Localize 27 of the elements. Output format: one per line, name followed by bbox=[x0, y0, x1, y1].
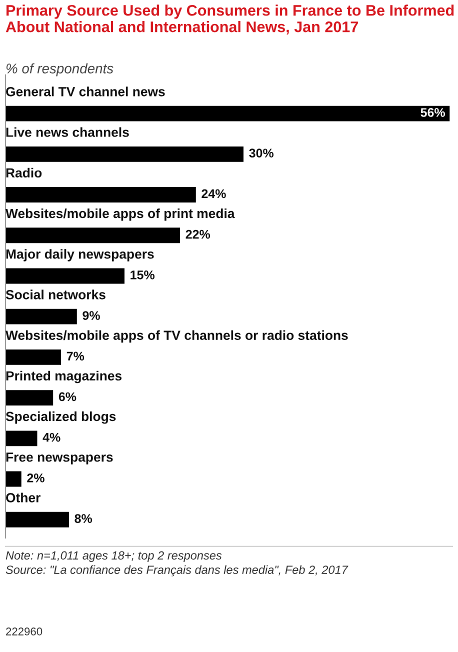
y-tick-label: Specialized blogs bbox=[6, 411, 116, 424]
data-label: 9% bbox=[82, 311, 100, 320]
y-tick-label: Websites/mobile apps of print media bbox=[6, 208, 235, 221]
data-label: 6% bbox=[58, 392, 76, 402]
y-tick-label: Other bbox=[6, 492, 40, 502]
data-label: 4% bbox=[42, 432, 60, 442]
data-label: 24% bbox=[202, 189, 226, 198]
data-label: 22% bbox=[186, 230, 210, 239]
chart-title: Primary Source Used by Consumers in France to Be Informed About National and International News, Jan 2017 bbox=[6, 4, 454, 34]
data-label: 15% bbox=[130, 270, 155, 280]
y-tick-label: Major daily newspapers bbox=[6, 249, 154, 262]
y-tick-label: Radio bbox=[6, 168, 42, 178]
chart-subtitle: % of respondents bbox=[6, 63, 114, 76]
data-label: 30% bbox=[249, 148, 274, 158]
y-tick-label: Printed magazines bbox=[6, 370, 122, 384]
y-tick-label: Social networks bbox=[6, 290, 106, 300]
y-tick-label: Live news channels bbox=[6, 127, 129, 137]
source-note: Source: "La confiance des Français dans les media", Feb 2, 2017 bbox=[6, 565, 348, 576]
text: 222960 bbox=[6, 628, 42, 636]
text: Note: n=1,011 ages 18+; top 2 responses bbox=[6, 551, 222, 562]
y-tick-label: Free newspapers bbox=[6, 452, 113, 464]
data-label: 2% bbox=[27, 474, 44, 482]
y-tick-label: Websites/mobile apps of TV channels or radio stations bbox=[6, 330, 348, 343]
data-label: 7% bbox=[66, 352, 84, 361]
data-label: 56% bbox=[420, 108, 445, 117]
y-tick-label: General TV channel news bbox=[6, 86, 165, 96]
data-label: 8% bbox=[74, 514, 92, 523]
